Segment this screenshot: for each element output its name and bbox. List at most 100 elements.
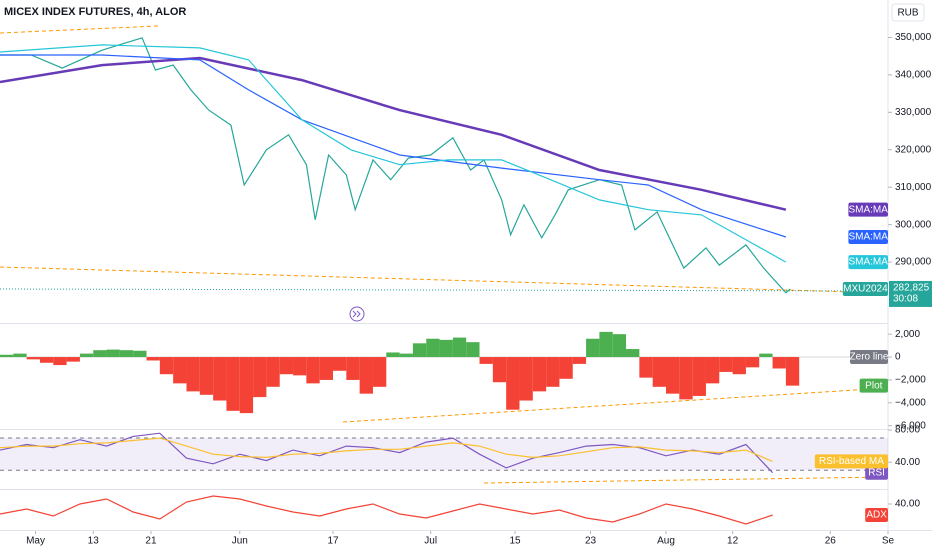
trend-line	[483, 476, 889, 484]
series-badge-text: SMA:MA	[848, 232, 888, 243]
y-tick-label: 340,000	[895, 70, 932, 81]
histogram-bar	[173, 357, 187, 384]
series-badge: ADX	[865, 508, 888, 522]
histogram-bar	[719, 357, 733, 372]
series-badge: Plot	[859, 378, 888, 393]
histogram-bar	[159, 357, 174, 375]
histogram-bar	[599, 331, 613, 358]
histogram-bar	[253, 357, 267, 398]
x-tick-label: Aug	[657, 536, 675, 547]
series-badge: SMA:MA	[848, 255, 888, 270]
histogram-bar	[53, 357, 67, 366]
histogram-bar	[705, 357, 720, 384]
series-badge-bg	[848, 230, 888, 245]
series-badge-bg	[848, 202, 888, 217]
series-badge-text: SMA:MA	[848, 204, 888, 215]
histogram-bar	[546, 357, 560, 387]
histogram-bar	[293, 357, 307, 376]
scroll-button[interactable]	[349, 306, 365, 322]
y-tick-label: 2,000	[895, 329, 920, 340]
histogram-bar	[66, 357, 80, 362]
histogram-bar	[146, 357, 160, 361]
histogram-bar	[666, 357, 680, 394]
histogram-bar	[612, 334, 627, 358]
y-tick-label: −4,000	[895, 397, 926, 408]
histogram-bar	[133, 350, 147, 358]
series-badge: SMA:MA	[848, 202, 888, 217]
histogram-bar	[319, 357, 333, 380]
histogram-bar	[506, 357, 520, 410]
series-badge-text: SMA:MA	[848, 257, 888, 268]
series-line	[0, 432, 774, 474]
series-badge-bg	[859, 378, 888, 393]
histogram-bar	[479, 357, 493, 364]
series-badge: MXU2024	[842, 281, 888, 296]
series-badge-text: RSI	[868, 467, 885, 478]
x-tick-label: 17	[327, 536, 339, 547]
y-tick-label: 290,000	[895, 257, 932, 268]
y-tick-label: 80.00	[895, 425, 920, 436]
histogram-bar	[26, 357, 40, 360]
histogram-bar	[93, 350, 107, 358]
histogram-bar	[226, 357, 240, 411]
histogram-bar	[745, 357, 760, 368]
chart-title: MICEX INDEX FUTURES, 4h, ALOR	[4, 6, 186, 18]
x-tick-label: 26	[825, 536, 837, 547]
histogram-bar	[186, 357, 200, 392]
histogram-bar	[119, 350, 134, 358]
series-badge-bg	[842, 281, 888, 296]
currency-box[interactable]	[891, 3, 925, 22]
last-price: 282,825	[893, 283, 930, 294]
x-tick-label: 12	[727, 536, 739, 547]
y-tick-label: 350,000	[895, 32, 932, 43]
x-tick-label: 21	[145, 536, 157, 547]
trend-line	[342, 387, 889, 423]
histogram-bar	[439, 339, 453, 358]
series-badge-bg	[848, 255, 888, 270]
series-badge: SMA:MA	[848, 230, 888, 245]
histogram-bar	[79, 353, 94, 358]
histogram-bar	[532, 357, 547, 392]
series-badge-text: RSI-based MA	[819, 456, 884, 467]
y-tick-label: 330,000	[895, 107, 932, 118]
y-tick-label: −2,000	[895, 375, 926, 386]
zero-line-badge-text: Zero line	[850, 352, 889, 363]
series-badge-bg	[865, 508, 888, 522]
histogram-bar	[0, 354, 14, 358]
y-tick-label: −6,000	[895, 420, 926, 431]
x-tick-label: Se	[882, 536, 895, 547]
currency: RUB	[897, 8, 918, 19]
histogram-bar	[466, 342, 480, 358]
series-badge: RSI-based MA	[814, 454, 888, 469]
histogram-bar	[386, 352, 400, 358]
scroll-icon	[352, 310, 361, 318]
histogram-bar	[692, 357, 706, 396]
histogram-bar	[333, 357, 347, 371]
x-tick-label: 15	[509, 536, 521, 547]
y-tick-label: 40.00	[895, 457, 920, 468]
histogram-bar	[492, 357, 507, 383]
y-tick-label: 320,000	[895, 144, 932, 155]
x-tick-label: 23	[585, 536, 597, 547]
y-tick-label: 40.00	[895, 499, 920, 510]
histogram-bar	[372, 357, 387, 387]
price-line	[0, 288, 889, 292]
histogram-bar	[399, 353, 413, 358]
histogram-bar	[572, 357, 587, 364]
histogram-bar	[266, 357, 280, 387]
series-badge-text: MXU2024	[843, 284, 888, 295]
histogram-bar	[306, 357, 320, 384]
histogram-bar	[452, 337, 467, 358]
series-badge-text: Plot	[865, 380, 882, 391]
histogram-bar	[772, 357, 786, 369]
histogram-bar	[759, 353, 773, 358]
series-badge-bg	[814, 454, 888, 469]
series-badge-text: ADX	[866, 510, 887, 521]
x-tick-label: Jul	[424, 536, 437, 547]
histogram-bar	[559, 357, 573, 379]
countdown: 30:08	[893, 294, 918, 305]
series-badge: RSI	[865, 465, 888, 480]
trend-line	[0, 25, 159, 34]
histogram-bar	[652, 357, 666, 387]
